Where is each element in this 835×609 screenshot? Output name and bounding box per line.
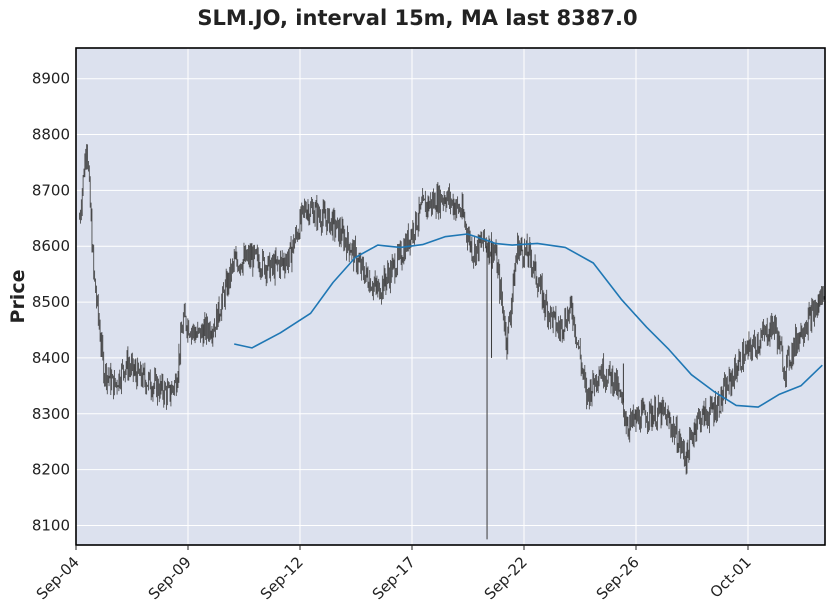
chart-title: SLM.JO, interval 15m, MA last 8387.0 [197,6,638,30]
moving-average-line [234,233,823,408]
price-series [79,144,825,475]
x-tick-label: Sep-09 [145,553,195,603]
y-tick-label: 8300 [32,405,70,423]
y-axis-label: Price [7,270,29,324]
x-axis-ticks: Sep-04 Sep-09 Sep-12 Sep-17 Sep-22 Sep-26 Oct-… [33,545,755,603]
y-tick-label: 8900 [32,70,70,88]
x-tick-label: Sep-12 [257,553,307,603]
y-axis-ticks: 8100 8200 8300 8400 8500 8600 8700 8800 8900 [32,70,70,535]
y-tick-label: 8700 [32,181,70,199]
y-tick-label: 8800 [32,126,70,144]
price-spikes [486,240,624,540]
y-tick-label: 8400 [32,349,70,367]
plot-background [76,48,825,545]
x-tick-label: Sep-04 [33,553,83,603]
y-tick-label: 8600 [32,237,70,255]
x-tick-label: Sep-17 [369,553,419,603]
x-tick-label: Oct-01 [706,553,754,601]
plot-frame [75,47,826,546]
y-tick-label: 8200 [32,461,70,479]
y-tick-label: 8500 [32,293,70,311]
moving-average-series [234,233,823,408]
x-tick-label: Sep-22 [481,553,531,603]
x-tick-label: Sep-26 [593,553,643,603]
grid-lines [75,48,825,545]
y-tick-label: 8100 [32,516,70,534]
